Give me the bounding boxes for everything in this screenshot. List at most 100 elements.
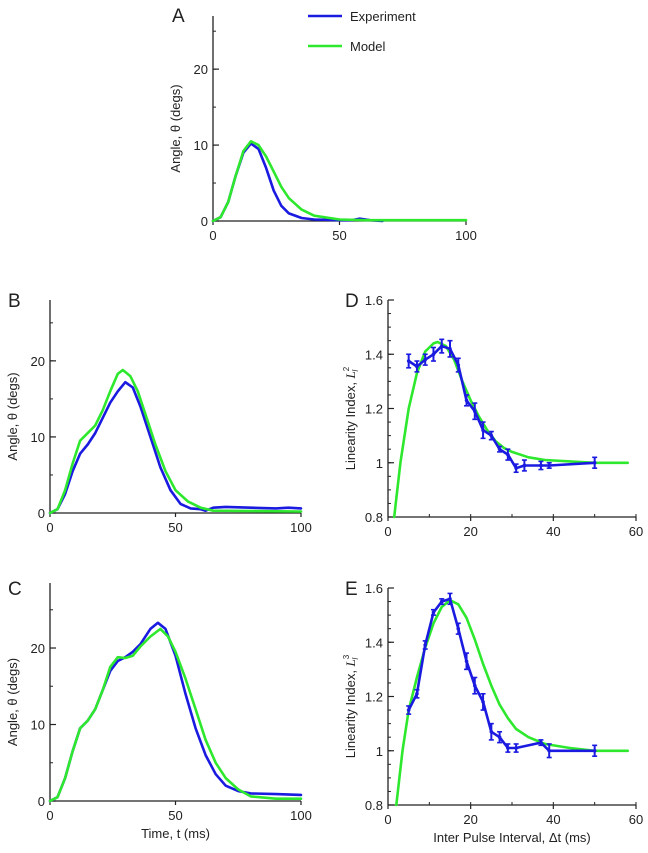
data-point xyxy=(406,359,411,363)
panel-b: B 0 10 20 0 50 100 Angle, θ (degs) xyxy=(5,291,312,535)
y-tick-label: 10 xyxy=(31,430,45,445)
x-tick-label: 100 xyxy=(290,808,312,823)
x-tick-label: 40 xyxy=(546,524,560,539)
series-line-model xyxy=(395,598,629,807)
y-axis-label: Linearity Index, L2I xyxy=(342,366,360,470)
error-bar xyxy=(472,676,478,695)
y-axis-label-sub: I xyxy=(351,657,360,660)
data-point xyxy=(439,344,444,348)
x-tick-label: 0 xyxy=(209,228,216,243)
error-bar xyxy=(414,360,420,373)
data-point xyxy=(431,610,436,615)
legend-label: Experiment xyxy=(350,9,416,24)
error-bar xyxy=(497,445,503,453)
y-tick-label: 1.4 xyxy=(365,635,383,650)
x-tick-label: 100 xyxy=(455,228,477,243)
data-point xyxy=(439,599,444,604)
error-bar xyxy=(430,346,436,362)
data-point xyxy=(497,735,502,739)
error-bar xyxy=(422,353,428,366)
y-tick-label: 1.6 xyxy=(365,293,383,308)
y-tick-label: 20 xyxy=(31,354,45,369)
data-point xyxy=(481,428,485,433)
y-axis-label: Angle, θ (degs) xyxy=(5,372,20,460)
error-bar xyxy=(480,692,486,711)
error-bar xyxy=(447,592,453,606)
y-tick-label: 10 xyxy=(31,718,45,733)
panel-e: E 0.8 1 1.2 1.4 1.6 0 20 40 60 Linearity Index, L3… xyxy=(342,579,643,845)
y-tick-label: 0.8 xyxy=(365,510,383,525)
data-point xyxy=(539,740,543,745)
error-bar xyxy=(505,448,511,461)
y-axis-label: Linearity Index, L3I xyxy=(342,654,360,758)
error-bar xyxy=(488,722,494,741)
y-axis-label-symbol: L xyxy=(343,371,358,379)
y-tick-label: 20 xyxy=(194,62,208,77)
data-point xyxy=(448,347,452,351)
y-axis-label-text: Angle, θ (degs) xyxy=(5,372,20,460)
data-point xyxy=(456,626,461,631)
error-bar xyxy=(455,622,461,635)
series-line-experiment xyxy=(407,344,596,470)
y-axis-label: Angle, θ (degs) xyxy=(5,658,20,746)
y-axis-label-text: Angle, θ (degs) xyxy=(168,84,183,172)
y-tick-label: 1.2 xyxy=(365,402,383,417)
x-tick-label: 50 xyxy=(168,520,182,535)
y-axis-label-sub: I xyxy=(351,369,360,372)
error-bar xyxy=(464,652,470,671)
data-point xyxy=(592,748,597,753)
x-tick-label: 50 xyxy=(332,228,346,243)
x-tick-label: 60 xyxy=(629,524,643,539)
x-tick-label: 50 xyxy=(168,808,182,823)
x-tick-label: 0 xyxy=(46,520,53,535)
data-point xyxy=(522,463,527,468)
error-bar xyxy=(414,688,420,699)
x-tick-label: 20 xyxy=(463,524,477,539)
error-bar xyxy=(546,461,552,469)
data-point xyxy=(514,746,518,750)
y-axis-label: Angle, θ (degs) xyxy=(168,84,183,172)
error-bar xyxy=(439,338,445,354)
y-axis-label-sup: 2 xyxy=(342,366,351,371)
error-bar xyxy=(464,394,470,407)
y-tick-label: 0.8 xyxy=(365,798,383,813)
x-tick-label: 0 xyxy=(46,808,53,823)
data-point xyxy=(473,683,477,688)
error-bar xyxy=(538,739,544,747)
y-tick-label: 1 xyxy=(376,456,383,471)
data-point xyxy=(423,643,428,647)
error-bar xyxy=(538,460,544,471)
data-point xyxy=(415,691,419,696)
series-line-experiment xyxy=(48,380,303,515)
data-point xyxy=(592,460,597,465)
data-point xyxy=(506,746,510,750)
x-tick-label: 0 xyxy=(384,812,391,827)
error-bar xyxy=(455,357,461,373)
data-point xyxy=(415,364,419,369)
error-bar xyxy=(546,743,552,759)
panel-label: A xyxy=(172,6,185,27)
x-axis-label: Inter Pulse Interval, Δt (ms) xyxy=(433,830,591,845)
data-point xyxy=(464,398,469,403)
panel-label: E xyxy=(345,579,358,600)
error-bar xyxy=(513,463,519,474)
data-point xyxy=(448,597,452,601)
data-point xyxy=(489,729,494,734)
series-line-experiment xyxy=(211,142,384,223)
error-bar xyxy=(497,730,503,744)
data-point xyxy=(497,447,502,451)
panel-c: C 0 10 20 0 50 100 Angle, θ (degs) Time, t (ms) xyxy=(5,579,312,841)
error-bar xyxy=(430,608,436,616)
y-tick-label: 1.2 xyxy=(365,690,383,705)
y-tick-label: 1 xyxy=(376,744,383,759)
error-bar xyxy=(406,705,412,715)
error-bar xyxy=(521,459,527,472)
error-bar xyxy=(592,744,598,757)
y-tick-label: 0 xyxy=(201,214,208,229)
data-point xyxy=(547,463,551,468)
series-line-experiment xyxy=(407,597,596,753)
y-tick-label: 0 xyxy=(38,794,45,809)
error-bar xyxy=(592,456,598,469)
data-point xyxy=(473,409,477,414)
